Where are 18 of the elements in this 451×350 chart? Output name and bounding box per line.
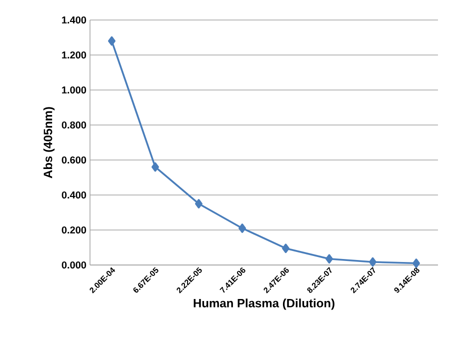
point [152, 162, 159, 172]
x-axis-title: Human Plasma (Dilution) [194, 298, 334, 310]
point [282, 244, 290, 254]
point [325, 254, 333, 264]
y-tick-label: 0.800 [62, 121, 86, 129]
y-tick-label: 1.000 [62, 86, 86, 94]
y-tick-label: 0.400 [62, 191, 86, 199]
y-axis-title: Abs (405nm) [43, 107, 55, 178]
point [108, 36, 116, 46]
y-tick-label: 0.000 [62, 261, 86, 269]
y-tick-label: 0.200 [62, 226, 86, 234]
point [412, 258, 420, 268]
point [238, 224, 246, 233]
y-tick-label: 1.200 [62, 51, 86, 59]
point [368, 257, 376, 267]
y-tick-label: 0.600 [62, 156, 86, 164]
y-tick-label: 1.400 [62, 16, 86, 24]
point [195, 199, 202, 208]
